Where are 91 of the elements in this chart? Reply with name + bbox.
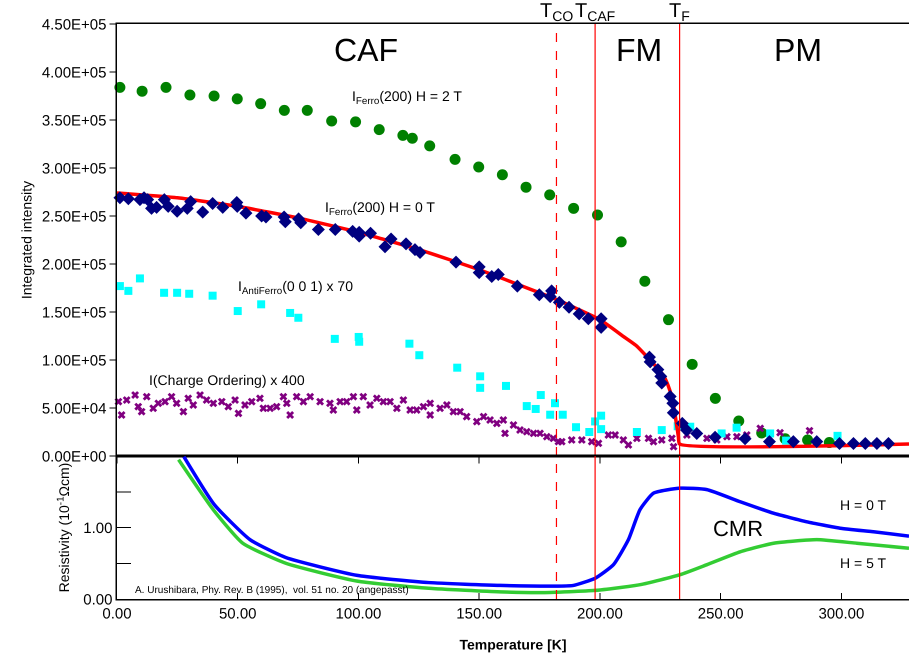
point: [374, 124, 385, 136]
y-tick-label: 3.50E+05: [42, 112, 106, 130]
point: [520, 182, 532, 193]
point: [632, 428, 641, 436]
point: [160, 288, 168, 297]
x-tick-label: 250.00: [698, 606, 744, 622]
point: [476, 384, 484, 392]
annotation: A. Urushibara, Phy. Rev. B (1995), vol. 51 no. 20 (angepasst): [135, 585, 409, 596]
point: [160, 82, 172, 93]
y-tick-label: 2.00E+05: [42, 256, 106, 274]
point: [405, 340, 414, 348]
y-axis-title: Integrated intensity: [18, 180, 35, 300]
point: [286, 308, 294, 317]
point: [546, 410, 554, 419]
annotation: I$_{AntiFerro}$(0 0 1) x 70: [238, 278, 354, 297]
point: [255, 98, 266, 110]
point: [558, 410, 567, 419]
point: [450, 154, 461, 165]
y-tick-label: 3.00E+05: [42, 160, 106, 178]
point: [424, 140, 436, 152]
ref-line-label: T$_{F}$: [669, 0, 690, 24]
annotation: I$_{Ferro}$(200) H = 2 T: [352, 88, 462, 107]
x-tick-label: 100.00: [336, 606, 382, 622]
point: [350, 116, 362, 128]
point: [686, 358, 698, 370]
x-tick-label: 50.00: [218, 606, 257, 622]
point: [453, 364, 462, 372]
annotation: PM: [774, 32, 822, 68]
point: [326, 115, 338, 126]
point: [496, 169, 508, 180]
point: [616, 236, 627, 248]
y-tick-label: 5.00E+04: [42, 400, 106, 418]
point: [136, 274, 144, 282]
annotation: FM: [616, 32, 662, 68]
point: [173, 288, 182, 297]
point: [476, 372, 484, 380]
x-tick-label: 150.00: [456, 606, 502, 622]
point: [597, 425, 606, 434]
point: [184, 90, 196, 101]
point: [522, 402, 531, 410]
point: [532, 404, 540, 413]
point: [294, 314, 302, 322]
point: [597, 412, 606, 420]
y-tick-label: 4.50E+05: [42, 16, 106, 34]
point: [136, 86, 148, 97]
point: [208, 90, 220, 102]
x-tick-label: 300.00: [818, 606, 864, 622]
annotation: I$_{Ferro}$(200) H = 0 T: [325, 199, 436, 218]
point: [585, 428, 594, 436]
y-tick-label: 4.00E+05: [42, 64, 106, 82]
annotation: H = 0 T: [840, 497, 886, 513]
ref-line-label: T$_{CO}$: [540, 0, 574, 24]
y-tick-label: 1.00: [83, 520, 112, 537]
point: [406, 132, 418, 144]
point: [257, 300, 266, 308]
point: [397, 130, 408, 141]
point: [551, 399, 560, 408]
annotation: CMR: [713, 516, 764, 541]
point: [658, 426, 666, 434]
point: [234, 307, 242, 316]
point: [568, 202, 580, 214]
y-tick-label: 1.00E+05: [42, 352, 106, 370]
point: [124, 286, 132, 295]
point: [208, 292, 217, 300]
point: [766, 429, 774, 438]
x-tick-label: 200.00: [576, 606, 623, 622]
point: [302, 104, 313, 116]
point: [355, 338, 364, 346]
annotation: H = 5 T: [840, 555, 886, 571]
point: [502, 382, 510, 390]
x-axis-title: Temperature [K]: [459, 636, 567, 653]
annotation: CAF: [334, 32, 398, 68]
point: [330, 334, 339, 343]
point: [710, 392, 721, 404]
point: [185, 290, 194, 298]
point: [732, 424, 741, 432]
point: [639, 276, 650, 287]
y-tick-label: 1.50E+05: [42, 304, 106, 322]
y-tick-label: 0.00: [83, 591, 112, 608]
point: [232, 93, 243, 104]
ref-line-label: T$_{CAF}$: [575, 0, 616, 24]
point: [663, 314, 674, 326]
point: [473, 162, 484, 173]
point: [536, 391, 545, 400]
point: [278, 104, 290, 116]
annotation: I(Charge Ordering) x 400: [149, 372, 305, 388]
y-tick-label: 2.50E+05: [42, 208, 106, 226]
point: [415, 351, 424, 360]
point: [572, 423, 580, 432]
x-tick-label: 0.00: [102, 606, 132, 622]
point: [544, 189, 556, 200]
